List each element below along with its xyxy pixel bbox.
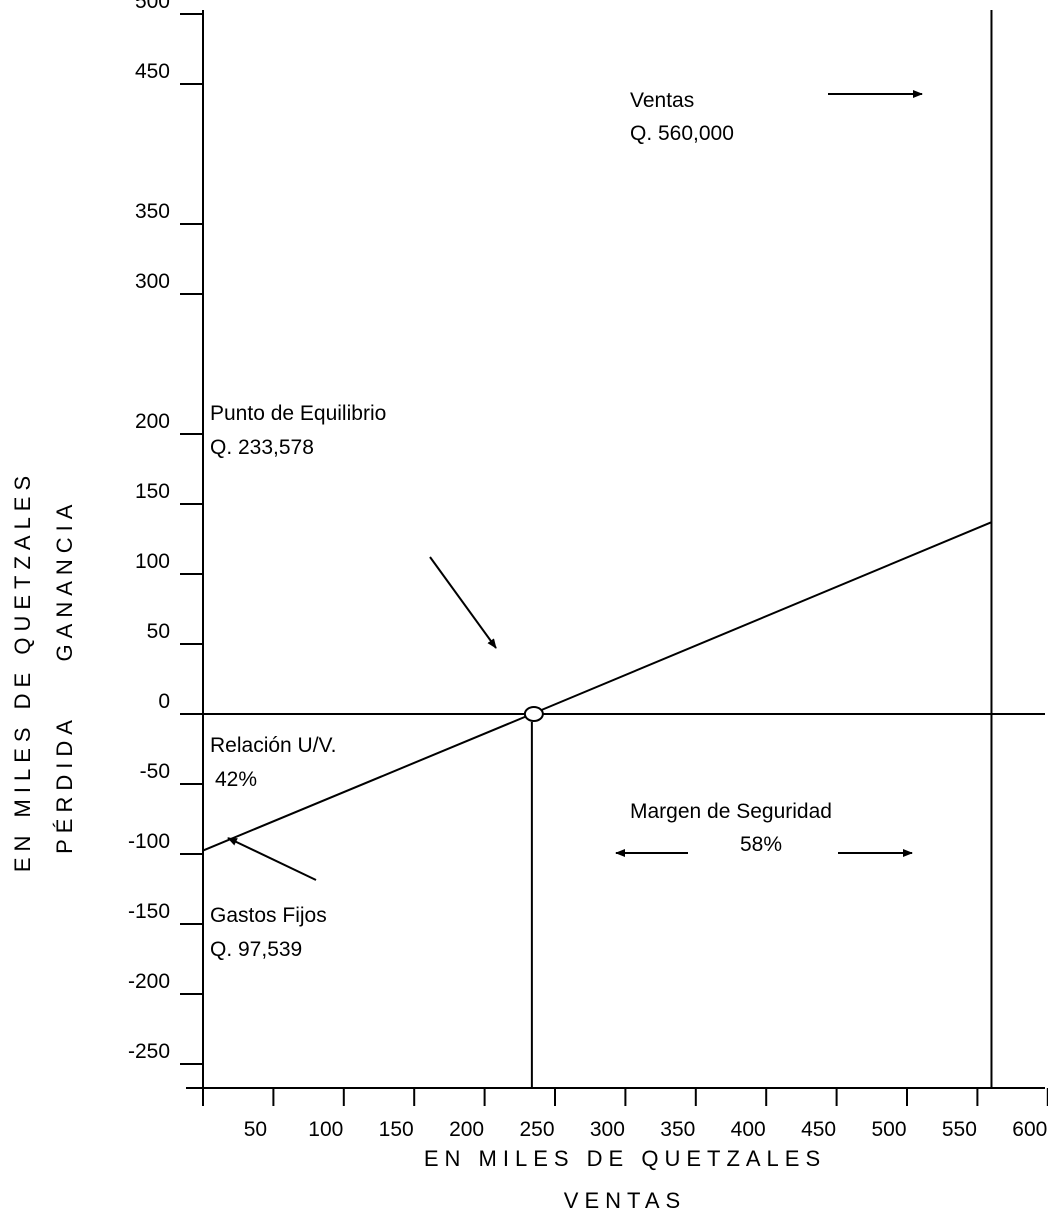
x-tick-label: 400 (731, 1118, 766, 1141)
y-axis-title-perdida: PÉRDIDA (52, 714, 77, 854)
break-even-point (523, 706, 544, 722)
x-tick-label: 600 (1012, 1118, 1047, 1141)
x-ticks: 50 100 150 200 250 300 350 400 450 500 550 600 (202, 1088, 1048, 1141)
x-axis-title: EN MILES DE QUETZALES (424, 1146, 826, 1171)
punto-equilibrio-value: Q. 233,578 (210, 436, 314, 459)
margen-label: Margen de Seguridad (630, 800, 832, 823)
y-tick-label: 300 (135, 270, 170, 293)
ventas-value: Q. 560,000 (630, 122, 734, 145)
y-tick-label: 200 (135, 410, 170, 433)
y-tick-label: 150 (135, 480, 170, 503)
y-tick-label: 100 (135, 550, 170, 573)
y-tick-label: 350 (135, 200, 170, 223)
y-tick-label: 500 (135, 0, 170, 13)
ventas-label: Ventas (630, 89, 694, 112)
y-ticks: 600550500450350300200150100500-50-100-15… (128, 0, 203, 1065)
axes (186, 10, 1045, 1089)
x-tick-label: 100 (308, 1118, 343, 1141)
x-tick-label: 250 (519, 1118, 554, 1141)
utilidad-line (202, 521, 992, 852)
x-tick-label: 150 (379, 1118, 414, 1141)
relacion-label: Relación U/V. (210, 734, 336, 757)
x-tick-label: 200 (449, 1118, 484, 1141)
gastos-fijos-label: Gastos Fijos (210, 904, 327, 927)
y-tick-label: -150 (128, 900, 170, 923)
y-tick-label: 0 (158, 690, 170, 713)
punto-equilibrio-arrow (429, 556, 497, 649)
x-tick-label: 500 (871, 1118, 906, 1141)
y-tick-label: -250 (128, 1040, 170, 1063)
x-tick-label: 350 (660, 1118, 695, 1141)
y-axis-title: EN MILES DE QUETZALES (10, 470, 35, 872)
x-tick-label: 300 (590, 1118, 625, 1141)
y-tick-label: -200 (128, 970, 170, 993)
plot-area (202, 521, 992, 852)
y-tick-label: -100 (128, 830, 170, 853)
punto-equilibrio-label: Punto de Equilibrio (210, 402, 386, 425)
gastos-fijos-value: Q. 97,539 (210, 938, 302, 961)
y-tick-label: 50 (147, 620, 170, 643)
y-axis-title-ganancia: GANANCIA (52, 499, 77, 662)
x-tick-label: 450 (801, 1118, 836, 1141)
x-tick-label: 50 (244, 1118, 267, 1141)
x-tick-label: 550 (942, 1118, 977, 1141)
y-tick-label: -50 (140, 760, 170, 783)
y-tick-label: 450 (135, 60, 170, 83)
margen-value: 58% (740, 833, 782, 856)
x-axis-title-ventas: VENTAS (564, 1188, 686, 1213)
gastos-fijos-arrow (227, 837, 317, 881)
relacion-value: 42% (215, 768, 257, 791)
